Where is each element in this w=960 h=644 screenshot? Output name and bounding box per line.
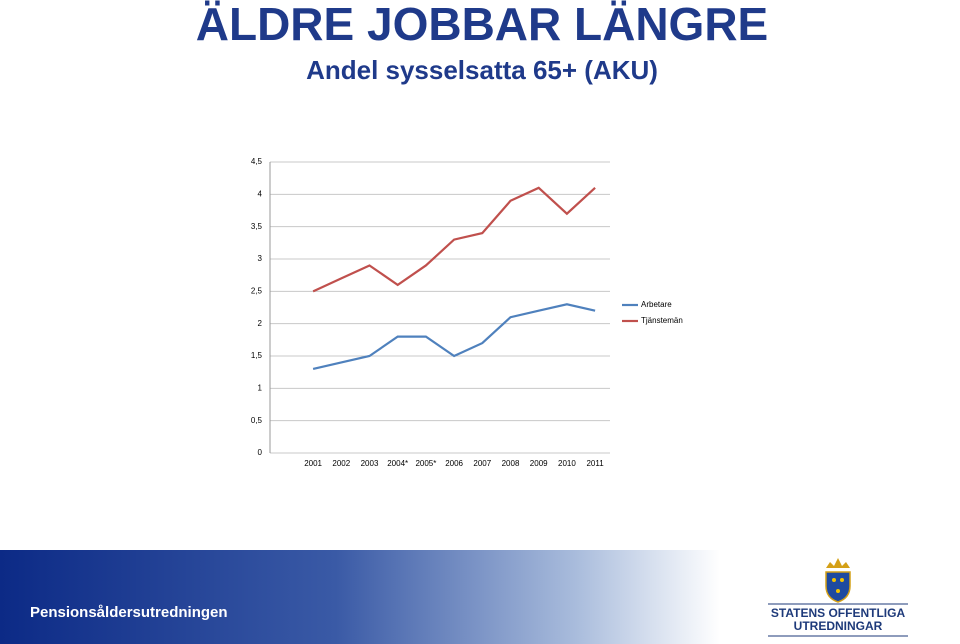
series-line	[312, 303, 596, 371]
x-tick-label: 2009	[530, 459, 548, 468]
logo-emblem	[825, 558, 851, 603]
x-tick-label: 2010	[558, 459, 576, 468]
x-tick-label: 2011	[586, 459, 604, 468]
y-tick-label: 4	[258, 189, 263, 198]
x-tick-label: 2005*	[415, 459, 436, 468]
logo-text: UTREDNINGAR	[794, 619, 883, 633]
x-tick-label: 2003	[361, 459, 379, 468]
footer-text: Pensionsåldersutredningen	[30, 604, 228, 621]
y-tick-label: 2,5	[251, 286, 263, 295]
legend-label: Tjänstemän	[641, 316, 683, 325]
y-tick-label: 2	[258, 319, 263, 328]
y-tick-label: 0,5	[251, 416, 263, 425]
y-tick-label: 3	[258, 254, 263, 263]
x-tick-label: 2002	[332, 459, 350, 468]
x-tick-label: 2001	[304, 459, 322, 468]
y-tick-label: 1,5	[251, 351, 263, 360]
plot: 0 0,5 1 1,5 2 2,5 3 3,5 4 4,5 2001 2002 2003 2004* 200…	[251, 157, 683, 468]
y-tick-label: 0	[258, 448, 263, 457]
logo-text: STATENS OFFENTLIGA	[771, 606, 906, 620]
x-tick-label: 2008	[502, 459, 520, 468]
legend-label: Arbetare	[641, 300, 672, 309]
x-tick-label: 2004*	[387, 459, 408, 468]
y-tick-label: 1	[258, 383, 263, 392]
chart-title: ÄLDRE JOBBAR LÄNGRE	[196, 0, 768, 50]
footer-band	[0, 550, 960, 644]
series-line	[312, 186, 596, 293]
x-tick-label: 2006	[445, 459, 463, 468]
x-tick-label: 2007	[473, 459, 491, 468]
y-tick-label: 4,5	[251, 157, 263, 166]
chart-subtitle: Andel sysselsatta 65+ (AKU)	[306, 55, 658, 85]
y-tick-label: 3,5	[251, 222, 263, 231]
